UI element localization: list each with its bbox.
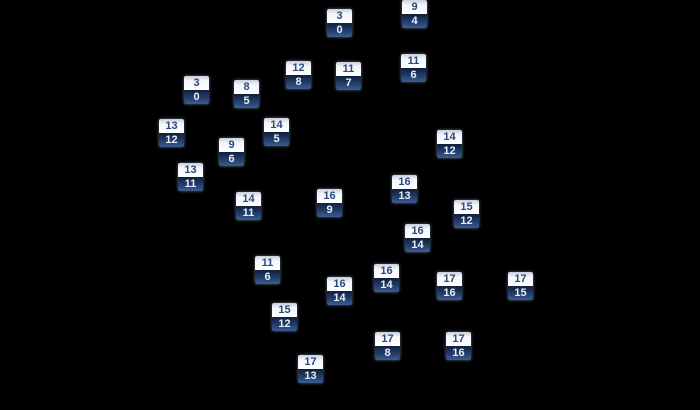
tile-top-value: 11 [255, 256, 280, 270]
tile-bottom-value: 14 [374, 278, 399, 292]
tile-top-value: 14 [437, 130, 462, 144]
tile-node[interactable]: 3 0 [184, 76, 209, 104]
tile-top-value: 9 [402, 0, 427, 14]
tile-bottom-value: 16 [437, 286, 462, 300]
tile-node[interactable]: 3 0 [327, 9, 352, 37]
tile-bottom-value: 0 [184, 90, 209, 104]
tile-node[interactable]: 13 12 [159, 119, 184, 147]
tile-node[interactable]: 16 14 [405, 224, 430, 252]
tile-node[interactable]: 16 14 [327, 277, 352, 305]
tile-node[interactable]: 17 13 [298, 355, 323, 383]
tile-node[interactable]: 16 9 [317, 189, 342, 217]
tile-top-value: 11 [336, 62, 361, 76]
tile-top-value: 17 [446, 332, 471, 346]
tile-top-value: 16 [374, 264, 399, 278]
tile-top-value: 9 [219, 138, 244, 152]
tile-node[interactable]: 13 11 [178, 163, 203, 191]
tile-node[interactable]: 17 8 [375, 332, 400, 360]
tile-bottom-value: 14 [327, 291, 352, 305]
tile-node[interactable]: 14 5 [264, 118, 289, 146]
tile-top-value: 16 [327, 277, 352, 291]
tile-bottom-value: 5 [264, 132, 289, 146]
tile-node[interactable]: 11 7 [336, 62, 361, 90]
tile-node[interactable]: 17 16 [446, 332, 471, 360]
tile-bottom-value: 8 [286, 75, 311, 89]
tile-node[interactable]: 11 6 [401, 54, 426, 82]
tile-bottom-value: 12 [454, 214, 479, 228]
tile-bottom-value: 4 [402, 14, 427, 28]
tile-node[interactable]: 8 5 [234, 80, 259, 108]
tile-bottom-value: 7 [336, 76, 361, 90]
tile-bottom-value: 15 [508, 286, 533, 300]
tile-node[interactable]: 14 12 [437, 130, 462, 158]
tile-node[interactable]: 15 12 [454, 200, 479, 228]
tile-top-value: 17 [508, 272, 533, 286]
tile-top-value: 16 [392, 175, 417, 189]
tile-bottom-value: 6 [255, 270, 280, 284]
tile-node[interactable]: 9 6 [219, 138, 244, 166]
tile-top-value: 3 [327, 9, 352, 23]
tile-top-value: 16 [405, 224, 430, 238]
tile-node[interactable]: 17 15 [508, 272, 533, 300]
tile-bottom-value: 9 [317, 203, 342, 217]
tile-top-value: 17 [298, 355, 323, 369]
tile-bottom-value: 0 [327, 23, 352, 37]
tile-top-value: 13 [159, 119, 184, 133]
tile-bottom-value: 6 [219, 152, 244, 166]
tile-top-value: 15 [454, 200, 479, 214]
tile-node[interactable]: 17 16 [437, 272, 462, 300]
tile-top-value: 3 [184, 76, 209, 90]
tile-bottom-value: 12 [437, 144, 462, 158]
tile-top-value: 12 [286, 61, 311, 75]
tile-bottom-value: 5 [234, 94, 259, 108]
tile-top-value: 17 [437, 272, 462, 286]
tile-bottom-value: 14 [405, 238, 430, 252]
tile-bottom-value: 13 [298, 369, 323, 383]
tile-node[interactable]: 9 4 [402, 0, 427, 28]
tile-top-value: 16 [317, 189, 342, 203]
tile-node[interactable]: 11 6 [255, 256, 280, 284]
tile-bottom-value: 6 [401, 68, 426, 82]
tile-top-value: 14 [236, 192, 261, 206]
tile-bottom-value: 8 [375, 346, 400, 360]
tile-bottom-value: 12 [272, 317, 297, 331]
tile-top-value: 17 [375, 332, 400, 346]
tile-bottom-value: 11 [236, 206, 261, 220]
tile-bottom-value: 12 [159, 133, 184, 147]
tile-node[interactable]: 12 8 [286, 61, 311, 89]
tile-node[interactable]: 15 12 [272, 303, 297, 331]
tile-top-value: 15 [272, 303, 297, 317]
tile-node[interactable]: 14 11 [236, 192, 261, 220]
tile-bottom-value: 13 [392, 189, 417, 203]
tile-node[interactable]: 16 13 [392, 175, 417, 203]
tile-bottom-value: 16 [446, 346, 471, 360]
tile-top-value: 13 [178, 163, 203, 177]
tile-top-value: 14 [264, 118, 289, 132]
tile-top-value: 11 [401, 54, 426, 68]
tile-top-value: 8 [234, 80, 259, 94]
tile-bottom-value: 11 [178, 177, 203, 191]
tile-node[interactable]: 16 14 [374, 264, 399, 292]
